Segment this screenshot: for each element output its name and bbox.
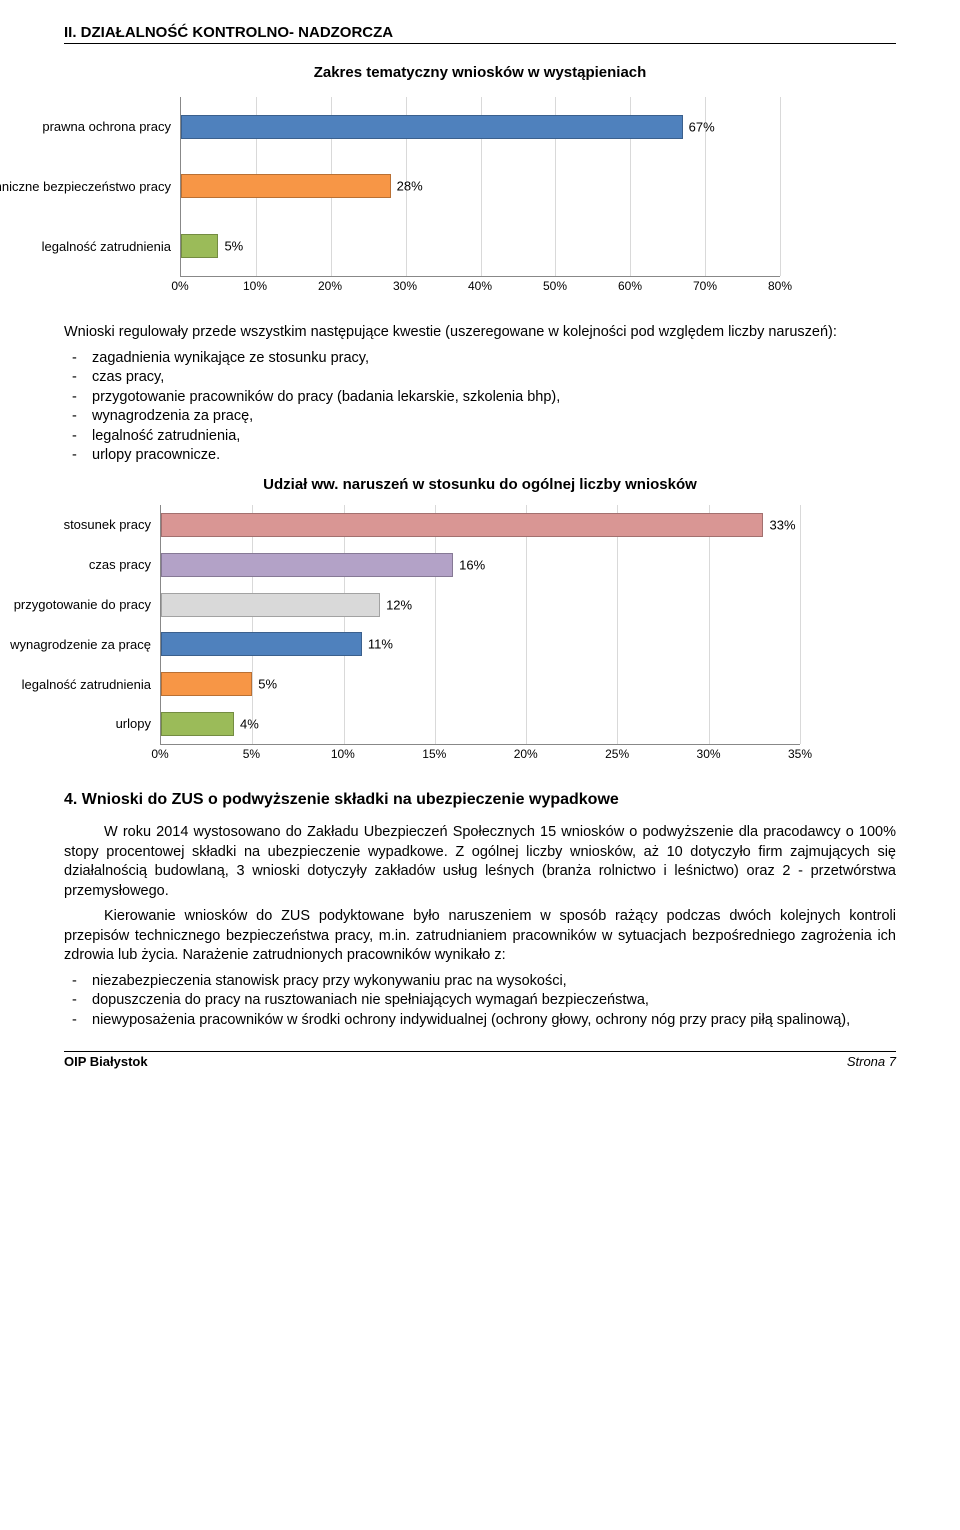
bar-value: 4% xyxy=(240,716,259,731)
paragraph-2: W roku 2014 wystosowano do Zakładu Ubezp… xyxy=(64,823,896,901)
axis-tick: 10% xyxy=(331,747,355,761)
bar-label: wynagrodzenie za pracę xyxy=(0,637,161,652)
list-item: -wynagrodzenia za pracę, xyxy=(64,407,896,427)
bar-label: techniczne bezpieczeństwo pracy xyxy=(0,179,181,194)
bar-label: urlopy xyxy=(0,716,161,731)
bar xyxy=(181,115,683,139)
list-item: -przygotowanie pracowników do pracy (bad… xyxy=(64,388,896,408)
list-item: -niezabezpieczenia stanowisk pracy przy … xyxy=(64,972,896,992)
bar-label: legalność zatrudnienia xyxy=(0,239,181,254)
axis-tick: 60% xyxy=(618,279,642,293)
list-item: -zagadnienia wynikające ze stosunku prac… xyxy=(64,349,896,369)
bar-value: 33% xyxy=(769,517,795,532)
bar xyxy=(161,513,763,537)
bar-row: prawna ochrona pracy67% xyxy=(181,97,780,157)
axis-tick: 0% xyxy=(171,279,188,293)
chart2-title: Udział ww. naruszeń w stosunku do ogólne… xyxy=(64,476,896,493)
bar-row: legalność zatrudnienia5% xyxy=(161,664,800,704)
axis-tick: 40% xyxy=(468,279,492,293)
axis-tick: 70% xyxy=(693,279,717,293)
axis-tick: 5% xyxy=(243,747,260,761)
bar xyxy=(161,553,453,577)
page-footer: OIP Białystok Strona 7 xyxy=(64,1051,896,1069)
axis-tick: 20% xyxy=(514,747,538,761)
bar-label: stosunek pracy xyxy=(0,517,161,532)
axis-tick: 30% xyxy=(393,279,417,293)
bar-value: 5% xyxy=(258,677,277,692)
footer-right: Strona 7 xyxy=(847,1054,896,1069)
axis-tick: 0% xyxy=(151,747,168,761)
bar xyxy=(181,234,218,258)
axis-tick: 80% xyxy=(768,279,792,293)
bar-row: stosunek pracy33% xyxy=(161,505,800,545)
bar-row: legalność zatrudnienia5% xyxy=(181,216,780,276)
chart2: stosunek pracy33%czas pracy16%przygotowa… xyxy=(160,505,800,767)
cause-list: -niezabezpieczenia stanowisk pracy przy … xyxy=(64,972,896,1031)
bar-value: 12% xyxy=(386,597,412,612)
heading-4: 4. Wnioski do ZUS o podwyższenie składki… xyxy=(64,791,896,809)
bar-value: 16% xyxy=(459,557,485,572)
axis-tick: 15% xyxy=(422,747,446,761)
bar xyxy=(161,672,252,696)
axis-tick: 30% xyxy=(697,747,721,761)
footer-left: OIP Białystok xyxy=(64,1054,148,1069)
bar-label: prawna ochrona pracy xyxy=(0,119,181,134)
violation-list: -zagadnienia wynikające ze stosunku prac… xyxy=(64,349,896,466)
list-item: -niewyposażenia pracowników w środki och… xyxy=(64,1011,896,1031)
bar xyxy=(161,593,380,617)
bar-row: urlopy4% xyxy=(161,704,800,744)
bar-label: czas pracy xyxy=(0,557,161,572)
bar xyxy=(161,632,362,656)
bar-row: wynagrodzenie za pracę11% xyxy=(161,624,800,664)
bar-value: 11% xyxy=(368,637,393,652)
bar-value: 67% xyxy=(689,119,715,134)
bar-row: czas pracy16% xyxy=(161,545,800,585)
list-item: -czas pracy, xyxy=(64,368,896,388)
bar-row: techniczne bezpieczeństwo pracy28% xyxy=(181,157,780,217)
bar-value: 28% xyxy=(397,179,423,194)
bar-label: przygotowanie do pracy xyxy=(0,597,161,612)
bar xyxy=(161,712,234,736)
axis-tick: 10% xyxy=(243,279,267,293)
list-item: -urlopy pracownicze. xyxy=(64,446,896,466)
axis-tick: 25% xyxy=(605,747,629,761)
axis-tick: 20% xyxy=(318,279,342,293)
bar-value: 5% xyxy=(224,239,243,254)
axis-tick: 50% xyxy=(543,279,567,293)
bar-label: legalność zatrudnienia xyxy=(0,677,161,692)
bar xyxy=(181,174,391,198)
paragraph-intro: Wnioski regulowały przede wszystkim nast… xyxy=(64,323,896,343)
chart1-title: Zakres tematyczny wniosków w wystąpienia… xyxy=(64,64,896,81)
list-item: -dopuszczenia do pracy na rusztowaniach … xyxy=(64,991,896,1011)
list-item: -legalność zatrudnienia, xyxy=(64,427,896,447)
chart1: prawna ochrona pracy67%techniczne bezpie… xyxy=(180,97,780,299)
bar-row: przygotowanie do pracy12% xyxy=(161,585,800,625)
section-header: II. DZIAŁALNOŚĆ KONTROLNO- NADZORCZA xyxy=(64,24,896,44)
axis-tick: 35% xyxy=(788,747,812,761)
paragraph-3: Kierowanie wniosków do ZUS podyktowane b… xyxy=(64,907,896,966)
